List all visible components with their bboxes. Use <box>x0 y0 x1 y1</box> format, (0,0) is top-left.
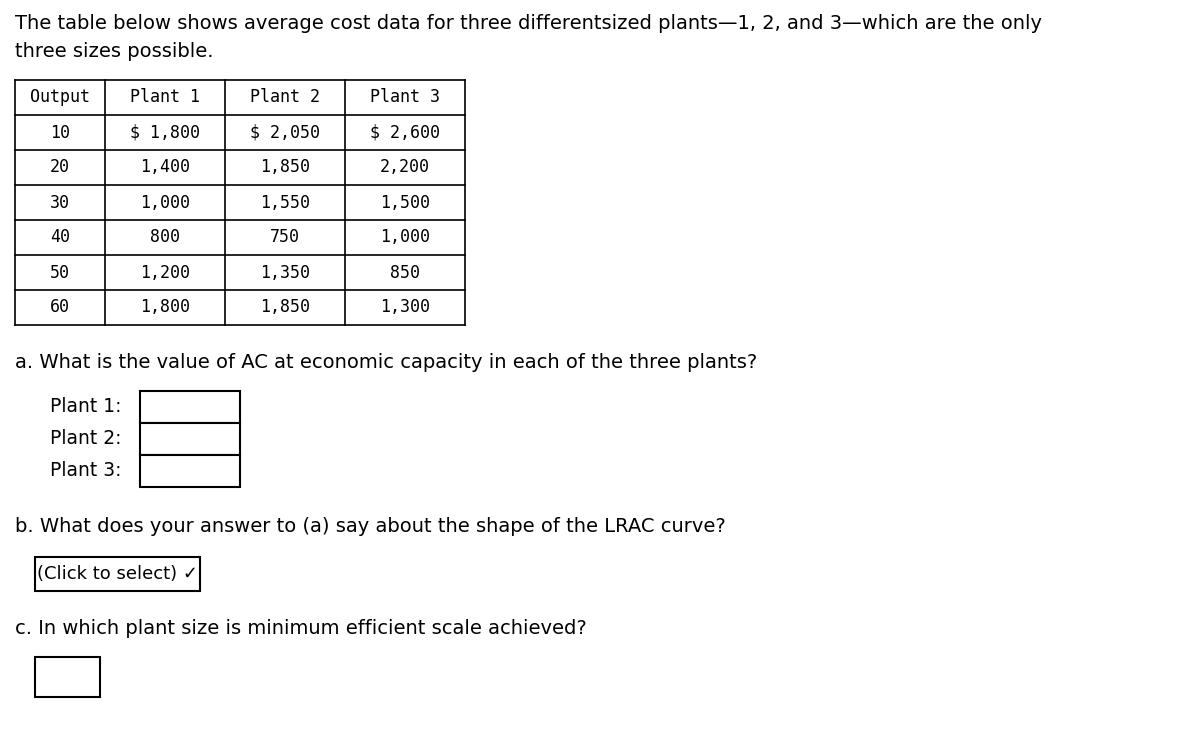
Bar <box>35 557 200 591</box>
Text: (Click to select) ✓: (Click to select) ✓ <box>37 565 198 583</box>
Text: 50: 50 <box>50 263 70 281</box>
Text: 1,800: 1,800 <box>140 298 190 317</box>
Text: 1,850: 1,850 <box>260 298 310 317</box>
Bar <box>140 455 240 487</box>
Text: $ 2,600: $ 2,600 <box>370 124 440 141</box>
Text: 1,000: 1,000 <box>380 229 430 246</box>
Bar <box>35 657 100 697</box>
Text: Output: Output <box>30 89 90 107</box>
Text: three sizes possible.: three sizes possible. <box>14 42 214 61</box>
Text: 20: 20 <box>50 158 70 177</box>
Text: 1,350: 1,350 <box>260 263 310 281</box>
Text: Plant 2:: Plant 2: <box>50 429 121 448</box>
Text: b. What does your answer to (a) say about the shape of the LRAC curve?: b. What does your answer to (a) say abou… <box>14 517 726 536</box>
Text: The table below shows average cost data for three differentsized plants—1, 2, an: The table below shows average cost data … <box>14 14 1042 33</box>
Text: 60: 60 <box>50 298 70 317</box>
Text: 10: 10 <box>50 124 70 141</box>
Text: 1,550: 1,550 <box>260 193 310 212</box>
Text: 750: 750 <box>270 229 300 246</box>
Bar <box>140 423 240 455</box>
Text: c. In which plant size is minimum efficient scale achieved?: c. In which plant size is minimum effici… <box>14 619 587 638</box>
Text: 40: 40 <box>50 229 70 246</box>
Text: 1,200: 1,200 <box>140 263 190 281</box>
Text: Plant 1: Plant 1 <box>130 89 200 107</box>
Text: 1,850: 1,850 <box>260 158 310 177</box>
Text: 1,300: 1,300 <box>380 298 430 317</box>
Text: $ 1,800: $ 1,800 <box>130 124 200 141</box>
Text: 30: 30 <box>50 193 70 212</box>
Text: 800: 800 <box>150 229 180 246</box>
Text: Plant 3: Plant 3 <box>370 89 440 107</box>
Text: Plant 3:: Plant 3: <box>50 462 121 480</box>
Text: Plant 1:: Plant 1: <box>50 397 121 417</box>
Text: 2,200: 2,200 <box>380 158 430 177</box>
Text: Plant 2: Plant 2 <box>250 89 320 107</box>
Text: 1,400: 1,400 <box>140 158 190 177</box>
Text: 1,500: 1,500 <box>380 193 430 212</box>
Text: a. What is the value of AC at economic capacity in each of the three plants?: a. What is the value of AC at economic c… <box>14 353 757 372</box>
Text: $ 2,050: $ 2,050 <box>250 124 320 141</box>
Text: 850: 850 <box>390 263 420 281</box>
Text: 1,000: 1,000 <box>140 193 190 212</box>
Bar <box>140 391 240 423</box>
